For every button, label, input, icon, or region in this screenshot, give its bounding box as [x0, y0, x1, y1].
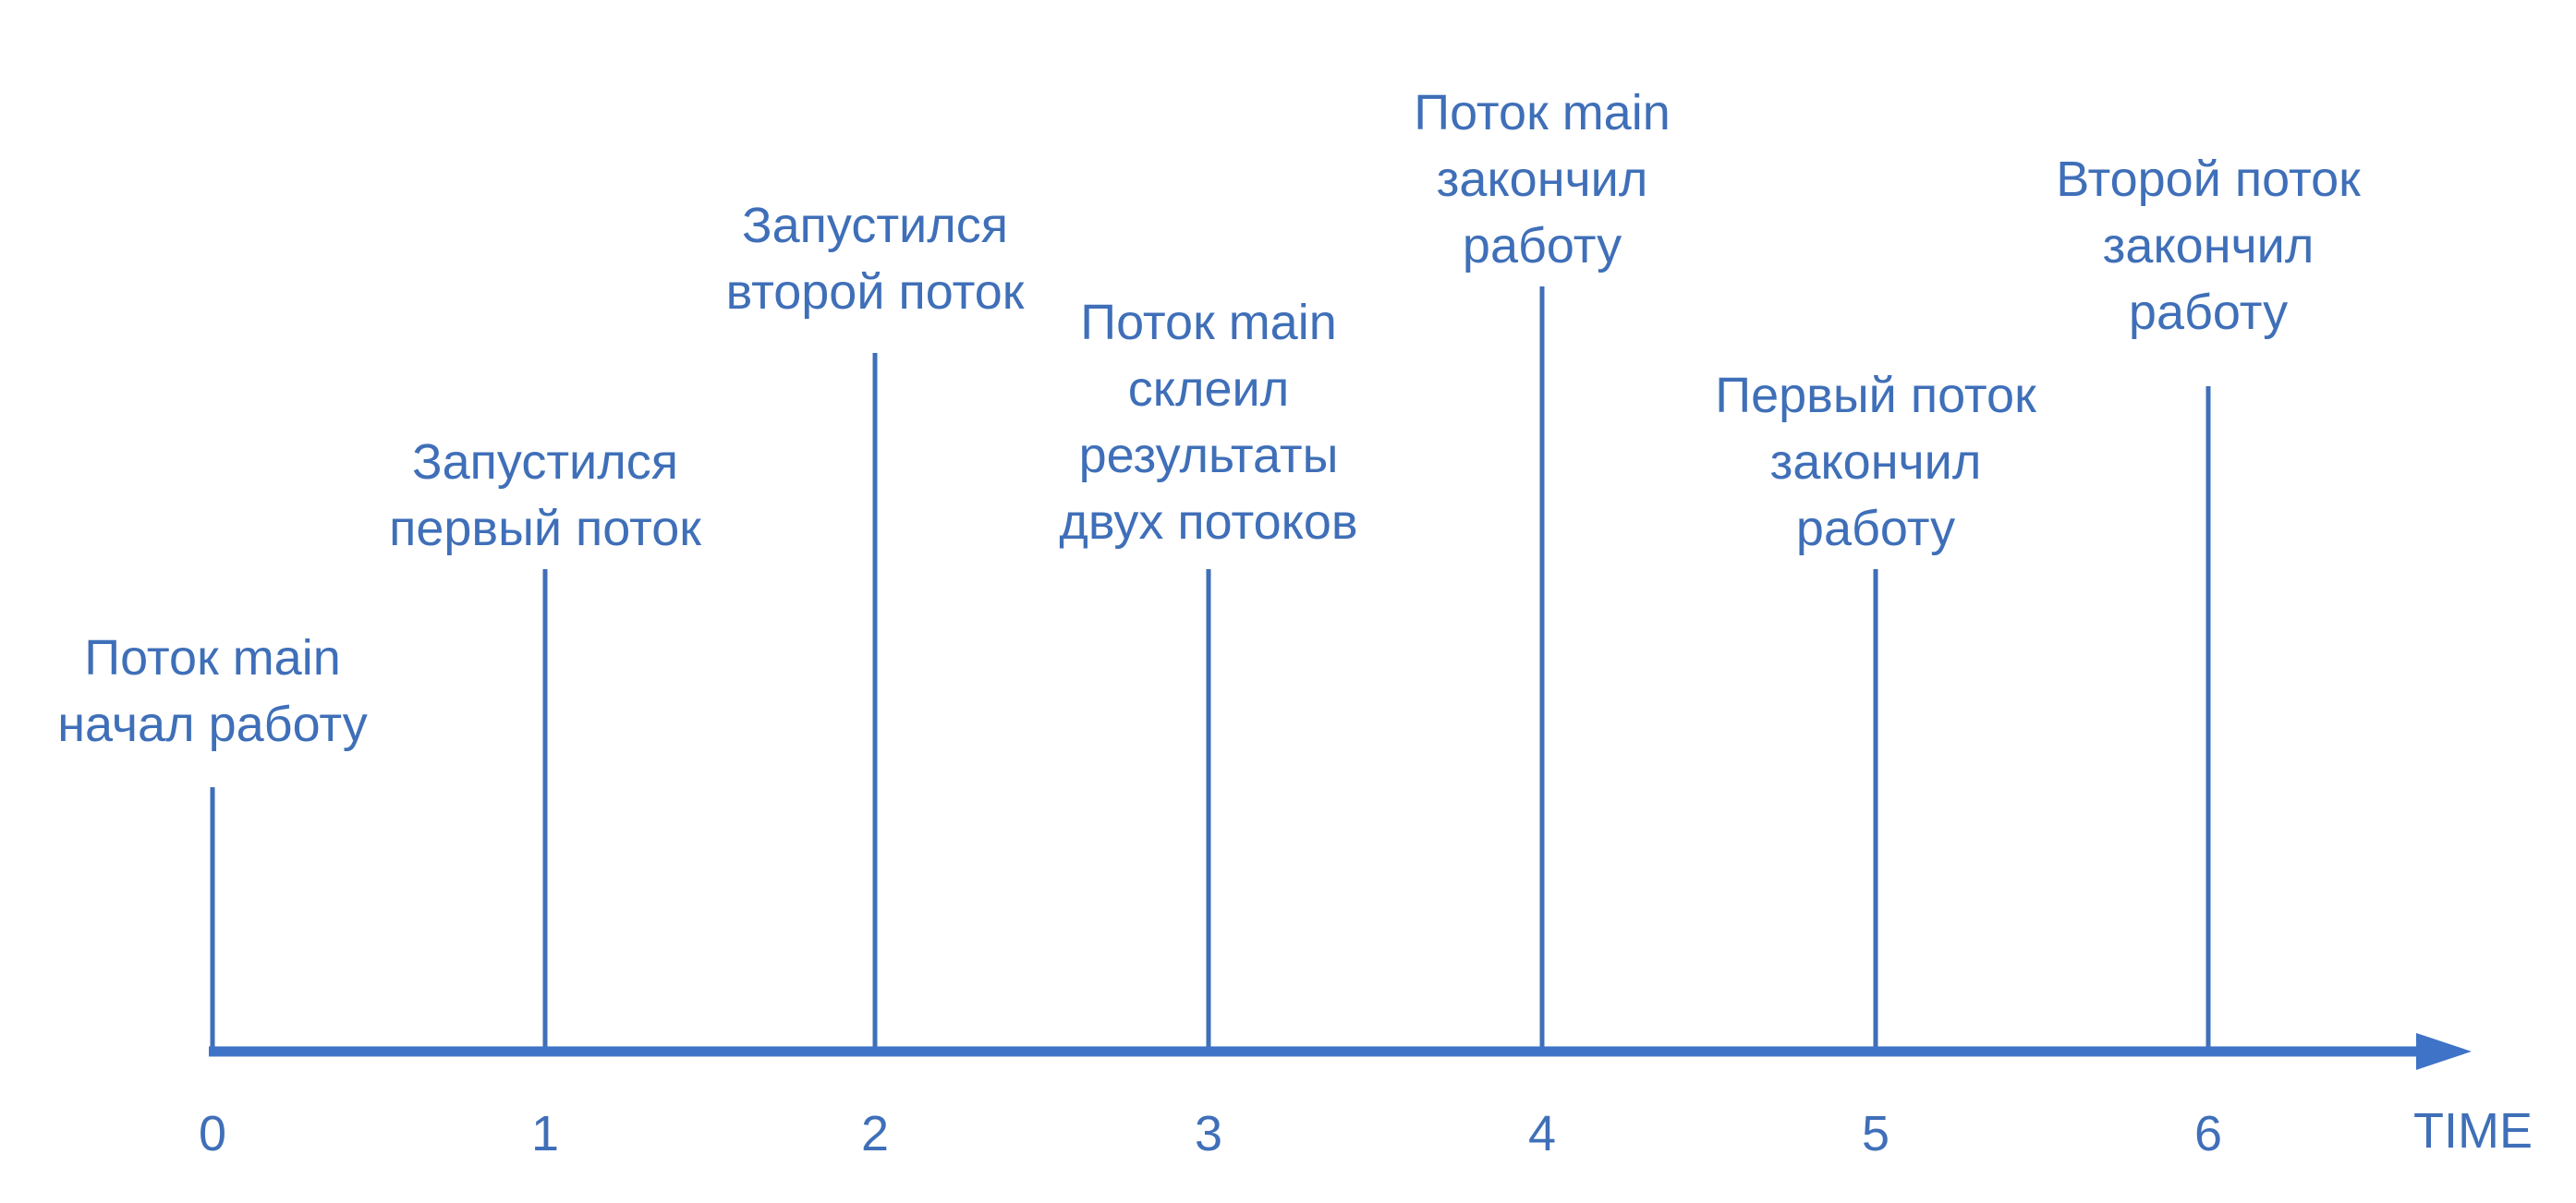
event-label-line: закончил: [2103, 218, 2315, 273]
event-label-line: начал работу: [57, 697, 368, 752]
event-label-line: Поток main: [1414, 85, 1671, 140]
event-label-line: Поток main: [84, 630, 341, 686]
axis-label: TIME: [2413, 1103, 2533, 1159]
tick-label-4: 4: [1528, 1106, 1556, 1161]
event-label-line: Второй поток: [2056, 152, 2361, 207]
event-label-line: Запустился: [742, 198, 1008, 253]
events-layer: Поток main начал работу Запустился первый п…: [57, 85, 2361, 1051]
tick-label-6: 6: [2194, 1106, 2222, 1161]
time-axis-arrowhead: [2416, 1033, 2472, 1070]
tick-label-3: 3: [1195, 1106, 1222, 1161]
event-label-line: результаты: [1079, 428, 1339, 483]
tick-label-1: 1: [531, 1106, 559, 1161]
event-label-0: Поток main начал работу: [57, 630, 368, 752]
event-label-line: Запустился: [412, 434, 678, 490]
event-label-line: Первый поток: [1715, 368, 2036, 423]
event-label-5: Первый поток закончил работу: [1715, 368, 2036, 556]
event-label-line: работу: [1463, 218, 1622, 273]
event-label-4: Поток main закончил работу: [1414, 85, 1671, 273]
tick-label-5: 5: [1862, 1106, 1889, 1161]
event-label-line: работу: [1796, 501, 1955, 556]
event-label-line: Поток main: [1080, 295, 1337, 350]
event-label-line: работу: [2129, 285, 2288, 340]
event-label-line: двух потоков: [1059, 494, 1357, 550]
event-label-line: закончил: [1770, 434, 1982, 490]
ticks-layer: 0 1 2 3 4 5 6: [199, 1106, 2222, 1161]
tick-label-0: 0: [199, 1106, 226, 1161]
tick-label-2: 2: [861, 1106, 889, 1161]
event-label-3: Поток main склеил результаты двух потоков: [1059, 295, 1357, 550]
event-label-6: Второй поток закончил работу: [2056, 152, 2361, 340]
event-label-line: закончил: [1437, 152, 1648, 207]
event-label-1: Запустился первый поток: [389, 434, 701, 556]
event-label-line: первый поток: [389, 501, 701, 556]
event-label-line: второй поток: [726, 264, 1025, 320]
event-label-line: склеил: [1128, 361, 1289, 417]
event-label-2: Запустился второй поток: [726, 198, 1025, 320]
